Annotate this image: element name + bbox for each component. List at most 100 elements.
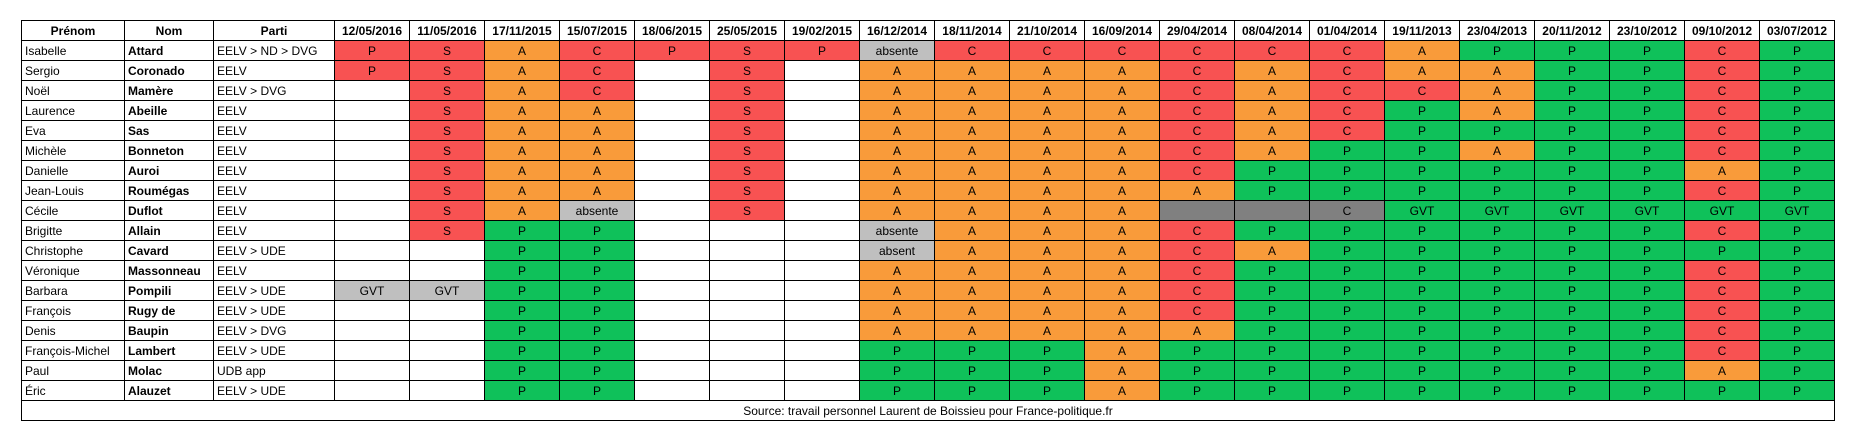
vote-cell: P [1459, 120, 1535, 141]
vote-cell [784, 380, 860, 401]
vote-cell [634, 340, 710, 361]
column-header: 23/04/2013 [1459, 20, 1535, 41]
vote-cell: P [1459, 220, 1535, 241]
vote-cell: P [1534, 220, 1610, 241]
vote-cell: C [1309, 40, 1385, 61]
vote-cell: P [1309, 140, 1385, 161]
vote-cell: C [1309, 120, 1385, 141]
vote-cell: A [934, 200, 1010, 221]
vote-cell: C [1684, 120, 1760, 141]
vote-cell [634, 380, 710, 401]
column-header: 18/11/2014 [934, 20, 1010, 41]
first-name: Barbara [21, 280, 125, 301]
column-header: 09/10/2012 [1684, 20, 1760, 41]
vote-cell: P [1384, 300, 1460, 321]
vote-cell [784, 60, 860, 81]
vote-cell [709, 220, 785, 241]
vote-cell: P [1384, 320, 1460, 341]
last-name: Molac [124, 360, 214, 381]
vote-cell: P [1684, 240, 1760, 261]
vote-cell: A [1234, 240, 1310, 261]
first-name: Véronique [21, 260, 125, 281]
vote-cell [784, 200, 860, 221]
vote-cell: S [709, 160, 785, 181]
vote-cell: A [1684, 360, 1760, 381]
vote-cell: P [1534, 100, 1610, 121]
vote-cell [334, 180, 410, 201]
first-name: François [21, 300, 125, 321]
vote-cell: S [409, 60, 485, 81]
vote-cell: absente [559, 200, 635, 221]
party: EELV [213, 160, 335, 181]
column-header: 15/07/2015 [559, 20, 635, 41]
vote-cell: S [709, 100, 785, 121]
vote-cell: P [559, 280, 635, 301]
vote-cell: A [934, 80, 1010, 101]
vote-cell: P [1534, 380, 1610, 401]
vote-cell: P [1309, 300, 1385, 321]
vote-cell: P [1609, 80, 1685, 101]
vote-cell [634, 320, 710, 341]
vote-cell: A [934, 260, 1010, 281]
vote-cell: A [1084, 220, 1160, 241]
vote-cell: P [484, 300, 560, 321]
vote-cell: P [1534, 300, 1610, 321]
vote-cell [709, 380, 785, 401]
vote-cell: P [1309, 280, 1385, 301]
vote-cell [409, 320, 485, 341]
deputy-row: Éric Alauzet EELV > UDE P P P P P A P P P P P P P P P [21, 380, 1835, 401]
vote-cell: S [409, 160, 485, 181]
vote-cell: P [1234, 340, 1310, 361]
last-name: Massonneau [124, 260, 214, 281]
first-name: Danielle [21, 160, 125, 181]
vote-cell: A [1009, 60, 1085, 81]
vote-cell: A [859, 260, 935, 281]
vote-table: Prénom Nom Parti 12/05/2016 11/05/2016 17/11/… [21, 20, 1835, 421]
vote-cell: C [1684, 260, 1760, 281]
vote-cell [784, 320, 860, 341]
vote-cell: C [1684, 40, 1760, 61]
vote-cell: P [784, 40, 860, 61]
vote-cell: S [709, 60, 785, 81]
column-header: 16/12/2014 [859, 20, 935, 41]
vote-cell [334, 300, 410, 321]
vote-cell: A [859, 320, 935, 341]
vote-cell: A [1084, 180, 1160, 201]
vote-cell: A [1009, 160, 1085, 181]
vote-cell: P [1309, 260, 1385, 281]
vote-cell: P [1384, 240, 1460, 261]
vote-cell: P [1159, 340, 1235, 361]
vote-cell: P [334, 60, 410, 81]
vote-cell: A [1084, 200, 1160, 221]
vote-cell: S [409, 180, 485, 201]
vote-cell: P [1684, 380, 1760, 401]
vote-cell: P [559, 300, 635, 321]
vote-cell: C [1384, 80, 1460, 101]
vote-cell: C [1309, 80, 1385, 101]
header-row: Prénom Nom Parti 12/05/2016 11/05/2016 17/11/… [21, 20, 1835, 41]
vote-cell: P [1384, 160, 1460, 181]
vote-cell: A [1384, 60, 1460, 81]
vote-cell [784, 240, 860, 261]
vote-cell: C [1684, 340, 1760, 361]
vote-cell: P [1459, 260, 1535, 281]
vote-cell: C [1684, 100, 1760, 121]
vote-cell [784, 340, 860, 361]
vote-cell: P [1609, 340, 1685, 361]
column-header: 03/07/2012 [1759, 20, 1835, 41]
vote-cell: A [1009, 280, 1085, 301]
vote-cell: C [1084, 40, 1160, 61]
vote-cell: C [1684, 180, 1760, 201]
vote-cell [784, 160, 860, 181]
vote-cell: A [859, 160, 935, 181]
vote-cell [409, 240, 485, 261]
vote-cell: A [1234, 140, 1310, 161]
vote-cell: P [1534, 320, 1610, 341]
vote-cell: C [1684, 280, 1760, 301]
column-header: 19/02/2015 [784, 20, 860, 41]
vote-cell: A [934, 240, 1010, 261]
vote-cell: A [1234, 100, 1310, 121]
vote-cell: P [1609, 260, 1685, 281]
vote-cell [709, 320, 785, 341]
vote-cell: P [1459, 340, 1535, 361]
